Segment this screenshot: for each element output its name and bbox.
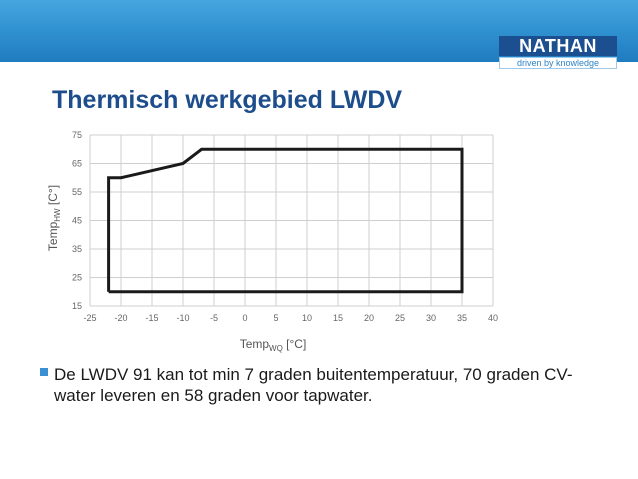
y-tick-label: 15: [72, 301, 82, 311]
x-tick-label: -25: [83, 313, 96, 323]
x-tick-label: -20: [114, 313, 127, 323]
x-tick-label: -10: [176, 313, 189, 323]
y-tick-labels: 15 25 35 45 55 65 75: [72, 130, 82, 311]
y-tick-label: 45: [72, 216, 82, 226]
x-tick-label: 5: [273, 313, 278, 323]
y-tick-label: 55: [72, 187, 82, 197]
y-tick-label: 25: [72, 273, 82, 283]
x-tick-label: 0: [242, 313, 247, 323]
x-tick-label: 10: [302, 313, 312, 323]
y-tick-label: 75: [72, 130, 82, 140]
x-tick-label: 40: [488, 313, 498, 323]
slide-title: Thermisch werkgebied LWDV: [52, 86, 403, 114]
x-tick-label: 30: [426, 313, 436, 323]
x-tick-labels: -25 -20 -15 -10 -5 0 5 10 15 20 25 30 35 40: [83, 313, 498, 323]
logo-name: NATHAN: [499, 36, 617, 56]
x-tick-label: 15: [333, 313, 343, 323]
chart-grid: [89, 134, 494, 307]
x-tick-label: 35: [457, 313, 467, 323]
operating-range-chart: -25 -20 -15 -10 -5 0 5 10 15 20 25 30 35 40 15 25 35 45 5…: [40, 126, 510, 354]
x-axis-title: TempWQ [°C]: [240, 337, 307, 353]
logo-tagline: driven by knowledge: [499, 57, 617, 69]
chart-series: [107, 147, 464, 294]
bullet-text: De LWDV 91 kan tot min 7 graden buitente…: [54, 365, 573, 405]
nathan-logo: NATHAN driven by knowledge: [499, 36, 617, 72]
y-tick-label: 65: [72, 159, 82, 169]
x-tick-label: 20: [364, 313, 374, 323]
chart-svg: -25 -20 -15 -10 -5 0 5 10 15 20 25 30 35 40 15 25 35 45 5…: [46, 130, 498, 353]
bullet-item: De LWDV 91 kan tot min 7 graden buitente…: [40, 364, 600, 406]
x-tick-label: 25: [395, 313, 405, 323]
operating-range-line: [107, 147, 464, 294]
y-tick-label: 35: [72, 244, 82, 254]
x-tick-label: -15: [145, 313, 158, 323]
bullet-marker-icon: [40, 368, 48, 376]
y-axis-title: TempHW [C°]: [46, 185, 62, 251]
x-tick-label: -5: [210, 313, 218, 323]
